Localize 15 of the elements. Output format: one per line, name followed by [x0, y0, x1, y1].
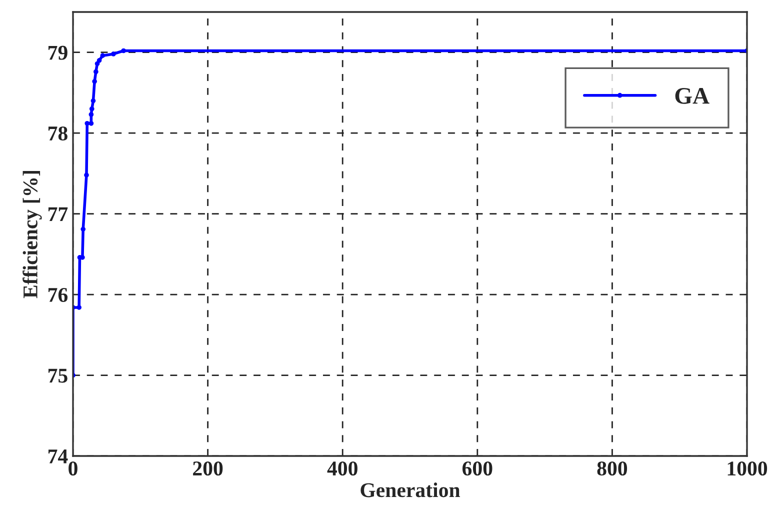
y-tick-label: 75	[48, 368, 68, 383]
x-tick-label: 200	[193, 461, 223, 476]
y-tick-label: 74	[48, 450, 68, 464]
x-tick-label: 400	[327, 461, 358, 476]
x-tick-label: 800	[597, 461, 628, 476]
y-tick-label: 76	[48, 288, 68, 302]
legend-label: GA	[675, 88, 710, 104]
x-tick-label: 600	[462, 461, 492, 476]
y-tick-label: 78	[48, 126, 68, 141]
x-tick-label: 0	[68, 461, 78, 476]
y-tick-label: 77	[48, 207, 68, 222]
y-axis-title: Efficiency [%]	[22, 171, 42, 298]
x-axis-title: Generation	[360, 482, 460, 498]
y-tick-label: 79	[48, 46, 68, 60]
x-tick-label: 1000	[728, 461, 768, 476]
